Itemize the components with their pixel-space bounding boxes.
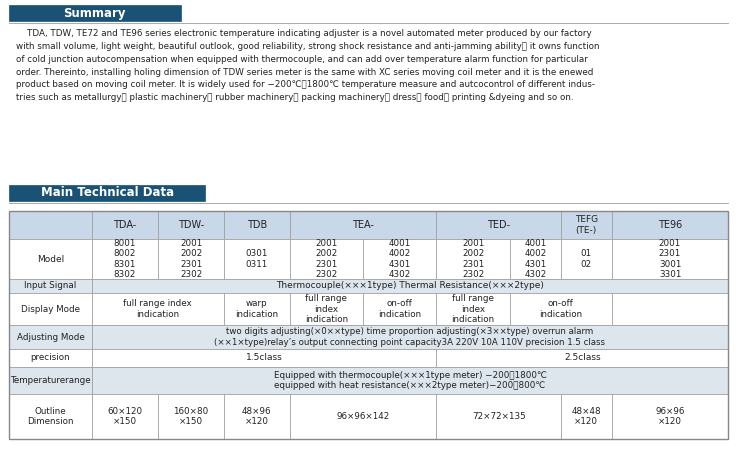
Bar xyxy=(92,293,224,325)
Text: Temperaturerange: Temperaturerange xyxy=(10,376,91,385)
Text: 01
02: 01 02 xyxy=(580,249,592,269)
Bar xyxy=(224,239,290,279)
Text: Equipped with thermocouple(×××1type meter) −200～1800℃
equipped with heat resista: Equipped with thermocouple(×××1type mete… xyxy=(274,371,547,390)
Text: 48×96
×120: 48×96 ×120 xyxy=(242,407,272,426)
Bar xyxy=(612,211,728,239)
Bar xyxy=(10,211,92,239)
Text: 2001
2002
2301
2302: 2001 2002 2301 2302 xyxy=(315,239,338,279)
Bar xyxy=(92,349,436,367)
Bar xyxy=(10,367,92,394)
Bar xyxy=(92,239,158,279)
Text: TEA-: TEA- xyxy=(352,220,374,230)
Text: two digits adjusting(×0××type) time proportion adjusting(×3××type) overrun alarm: two digits adjusting(×0××type) time prop… xyxy=(214,327,605,347)
Bar xyxy=(92,211,158,239)
Text: 4001
4002
4301
4302: 4001 4002 4301 4302 xyxy=(524,239,547,279)
Bar xyxy=(612,293,728,325)
Text: Input Signal: Input Signal xyxy=(25,282,76,291)
Bar xyxy=(10,211,728,439)
Bar xyxy=(224,394,290,439)
Text: on-off
indication: on-off indication xyxy=(539,299,582,319)
Text: 8001
8002
8301
8302: 8001 8002 8301 8302 xyxy=(114,239,136,279)
Text: precision: precision xyxy=(31,353,70,362)
Bar xyxy=(92,279,728,293)
Bar xyxy=(224,293,290,325)
Text: Summary: Summary xyxy=(63,6,126,19)
Bar xyxy=(363,239,436,279)
Bar xyxy=(10,239,92,279)
Text: 60×120
×150: 60×120 ×150 xyxy=(107,407,142,426)
Text: TEFG
(TE-): TEFG (TE-) xyxy=(574,216,598,235)
Text: full range
index
indication: full range index indication xyxy=(452,294,495,324)
Bar xyxy=(92,325,728,349)
Text: 96×96×142: 96×96×142 xyxy=(336,412,389,421)
Bar xyxy=(10,279,92,293)
Bar xyxy=(10,325,92,349)
Text: Display Mode: Display Mode xyxy=(21,304,80,313)
Bar xyxy=(10,349,92,367)
Bar xyxy=(436,239,510,279)
Text: TDW-: TDW- xyxy=(178,220,204,230)
Text: TE96: TE96 xyxy=(658,220,682,230)
Bar xyxy=(612,239,728,279)
Bar xyxy=(561,394,612,439)
Text: 72×72×135: 72×72×135 xyxy=(472,412,526,421)
Bar xyxy=(436,211,561,239)
Bar xyxy=(510,293,612,325)
Text: 4001
4002
4301
4302: 4001 4002 4301 4302 xyxy=(388,239,411,279)
Text: 1.5class: 1.5class xyxy=(246,353,283,362)
Bar xyxy=(612,394,728,439)
Bar xyxy=(363,293,436,325)
Text: 96×96
×120: 96×96 ×120 xyxy=(656,407,685,426)
Text: 48×48
×120: 48×48 ×120 xyxy=(572,407,601,426)
Bar xyxy=(224,211,290,239)
Bar xyxy=(158,394,224,439)
Text: 2001
2002
2301
2302: 2001 2002 2301 2302 xyxy=(462,239,484,279)
Bar xyxy=(290,293,363,325)
Bar xyxy=(510,239,561,279)
Text: 2.5class: 2.5class xyxy=(564,353,601,362)
Text: TDA-: TDA- xyxy=(113,220,136,230)
Text: warp
indication: warp indication xyxy=(236,299,278,319)
Bar xyxy=(436,394,561,439)
Bar xyxy=(436,293,510,325)
Text: TED-: TED- xyxy=(487,220,510,230)
Text: on-off
indication: on-off indication xyxy=(378,299,422,319)
Bar xyxy=(561,239,612,279)
Bar xyxy=(436,349,728,367)
Bar xyxy=(290,239,363,279)
Text: full range index
indication: full range index indication xyxy=(124,299,192,319)
Bar xyxy=(10,185,206,201)
Text: Thermocouple(×××1type) Thermal Resistance(×××2type): Thermocouple(×××1type) Thermal Resistanc… xyxy=(276,282,544,291)
Text: TDA, TDW, TE72 and TE96 series electronic temperature indicating adjuster is a n: TDA, TDW, TE72 and TE96 series electroni… xyxy=(16,29,600,102)
Bar xyxy=(92,394,158,439)
Bar xyxy=(10,394,92,439)
Bar xyxy=(10,293,92,325)
Text: 2001
2002
2301
2302: 2001 2002 2301 2302 xyxy=(180,239,203,279)
Bar xyxy=(158,211,224,239)
Text: Main Technical Data: Main Technical Data xyxy=(40,186,174,199)
Bar xyxy=(10,5,181,21)
Text: 0301
0311: 0301 0311 xyxy=(245,249,268,269)
Text: full range
index
indication: full range index indication xyxy=(304,294,348,324)
Bar xyxy=(158,239,224,279)
Text: Outline
Dimension: Outline Dimension xyxy=(27,407,74,426)
Text: 160×80
×150: 160×80 ×150 xyxy=(173,407,208,426)
Text: TDB: TDB xyxy=(247,220,267,230)
Bar xyxy=(290,394,436,439)
Text: Adjusting Mode: Adjusting Mode xyxy=(16,333,85,342)
Bar xyxy=(290,211,436,239)
Bar xyxy=(561,211,612,239)
Bar xyxy=(92,367,728,394)
Text: 2001
2301
3001
3301: 2001 2301 3001 3301 xyxy=(658,239,681,279)
Text: Model: Model xyxy=(37,255,64,264)
